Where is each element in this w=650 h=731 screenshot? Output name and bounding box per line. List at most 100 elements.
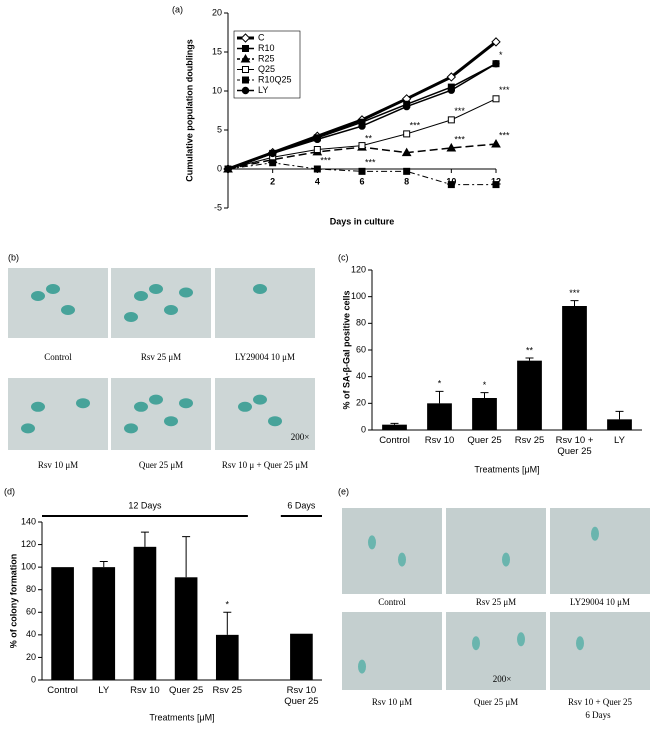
stained-cell: [164, 305, 178, 315]
stained-cell: [134, 291, 148, 301]
stained-cell: [31, 291, 45, 301]
marker: [242, 45, 249, 52]
micrograph-caption: Rsv 10 μM: [38, 460, 78, 470]
marker: [491, 37, 501, 47]
stained-cell: [358, 659, 366, 674]
y-tick-label: 0: [31, 674, 36, 684]
x-tick-label: Quer 25: [168, 685, 204, 696]
micrograph-caption: Control: [378, 597, 406, 607]
error-bar: [99, 561, 108, 568]
x-tick-label: Rsv 10 + Quer 25: [555, 435, 594, 457]
stained-cell: [149, 394, 163, 405]
y-tick-label: 80: [26, 584, 36, 594]
micrograph-caption: Rsv 10 + Quer 25: [568, 697, 633, 707]
bar: [51, 567, 74, 680]
error-bar: [223, 611, 232, 635]
marker: [241, 86, 250, 95]
bar: [472, 398, 497, 430]
y-tick-label: 15: [212, 46, 222, 56]
x-axis-label: Treatments [μM]: [474, 464, 539, 474]
significance: ***: [499, 85, 510, 95]
marker: [401, 147, 412, 157]
bar: [215, 634, 239, 680]
group-label: 12 Days: [128, 500, 162, 510]
error-bar: [525, 357, 534, 361]
significance: **: [526, 345, 534, 355]
error-bar: [390, 422, 399, 425]
stained-cell: [164, 416, 178, 427]
marker: [240, 53, 251, 63]
y-tick-label: 80: [356, 318, 366, 328]
y-tick-label: 120: [351, 264, 366, 274]
micrograph-caption: Rsv 10 μ + Quer 25 μM: [222, 460, 308, 470]
stained-cell: [76, 398, 90, 409]
micrograph: [446, 508, 546, 594]
marker: [313, 146, 321, 153]
magnification: 200×: [291, 432, 310, 442]
micrograph: [215, 378, 315, 450]
legend-label: R10Q25: [258, 74, 292, 84]
bar: [92, 567, 116, 680]
y-tick-label: 0: [361, 424, 366, 434]
x-tick-label: Control: [47, 685, 78, 696]
y-tick-label: 40: [356, 371, 366, 381]
stained-cell: [179, 398, 193, 409]
marker: [268, 149, 277, 158]
x-tick-label: Rsv 10: [130, 685, 160, 696]
legend-label: R10: [258, 43, 275, 53]
marker: [242, 76, 249, 84]
y-tick-label: 60: [26, 607, 36, 617]
significance: *: [499, 50, 503, 60]
bar: [382, 424, 407, 430]
marker: [269, 159, 277, 167]
significance: *: [226, 600, 230, 610]
marker: [446, 72, 457, 82]
x-tick-label: 4: [315, 176, 320, 186]
stained-cell: [398, 552, 406, 567]
x-tick-label: LY: [614, 435, 625, 446]
bar: [562, 306, 587, 430]
micrograph: [111, 378, 211, 450]
marker: [447, 86, 456, 94]
micrograph-caption: LY29004 10 μM: [235, 352, 295, 362]
marker: [403, 167, 411, 175]
error-bar: [182, 536, 191, 578]
marker: [358, 142, 366, 150]
y-tick-label: 100: [351, 291, 366, 301]
x-axis-label: Days in culture: [330, 216, 395, 226]
micrograph-caption: Rsv 25 μM: [476, 597, 516, 607]
stained-cell: [268, 416, 282, 427]
error-bar: [435, 390, 444, 404]
stained-cell: [21, 423, 35, 434]
x-tick-label: Rsv 10 Quer 25: [284, 685, 319, 707]
y-tick-label: 20: [212, 7, 222, 17]
bar: [290, 633, 313, 680]
x-tick-label: Control: [379, 435, 410, 446]
x-tick-label: LY: [98, 685, 110, 696]
caption-note: 6 Days: [585, 710, 611, 720]
stained-cell: [576, 636, 584, 651]
legend-label: LY: [258, 85, 268, 95]
significance: ***: [410, 120, 421, 130]
y-axis-label: % of colony formation: [8, 554, 18, 649]
y-tick-label: 100: [21, 562, 36, 572]
significance: ***: [365, 158, 376, 168]
stained-cell: [124, 423, 138, 434]
y-tick-label: 20: [26, 652, 36, 662]
marker: [491, 139, 501, 148]
bar: [174, 577, 198, 680]
panel-label: (b): [8, 252, 19, 262]
stained-cell: [134, 401, 148, 412]
bar: [607, 419, 632, 430]
significance: ***: [454, 106, 465, 116]
bar: [427, 403, 452, 430]
marker: [447, 116, 455, 124]
marker: [224, 165, 232, 173]
y-axis-label: Cumulative population doublings: [184, 39, 194, 182]
marker: [313, 135, 322, 144]
marker: [313, 165, 321, 173]
micrograph: [550, 508, 650, 594]
marker: [358, 167, 366, 175]
legend-label: Q25: [258, 64, 275, 74]
x-tick-label: Rsv 25: [514, 435, 545, 446]
